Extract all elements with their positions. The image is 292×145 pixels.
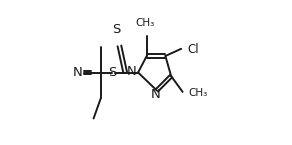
- Text: CH₃: CH₃: [188, 88, 208, 98]
- Text: S: S: [112, 23, 121, 36]
- Text: CH₃: CH₃: [136, 18, 155, 28]
- Text: N: N: [127, 65, 136, 78]
- Text: Cl: Cl: [187, 43, 199, 56]
- Text: S: S: [109, 66, 117, 79]
- Text: N: N: [73, 66, 83, 79]
- Text: N: N: [151, 88, 161, 101]
